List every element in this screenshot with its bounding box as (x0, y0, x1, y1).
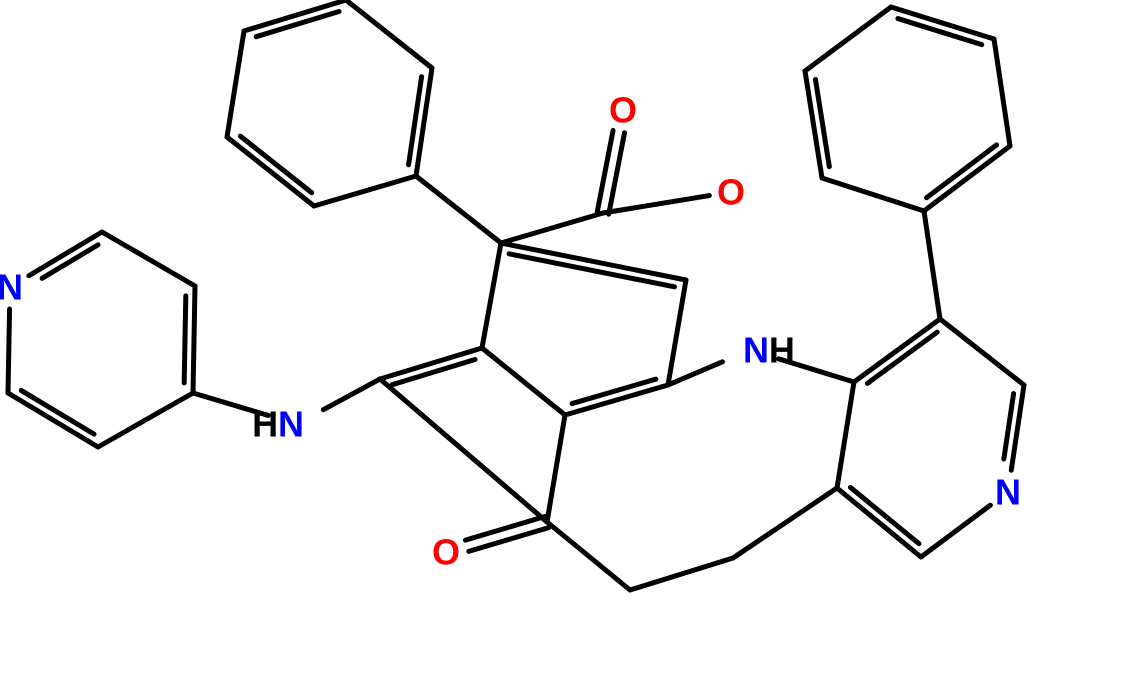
bond-line (733, 488, 837, 558)
bond-line (98, 393, 193, 447)
bond-line (924, 211, 940, 319)
bond-line (822, 178, 924, 211)
bond-line (482, 348, 565, 415)
amine-atom-label: NH (743, 330, 795, 371)
bond-line (29, 232, 102, 276)
bond-line (227, 137, 314, 206)
bond-line (240, 136, 311, 193)
molecule-diagram: OONHHNONN (0, 0, 1148, 680)
bond-line (227, 31, 244, 137)
bond-line (668, 362, 722, 385)
bond-line (994, 39, 1010, 146)
bond-line (837, 382, 854, 488)
bond-line (346, 0, 432, 68)
bond-line (380, 379, 547, 522)
bond-line (940, 319, 1024, 385)
nitrogen-atom-label: N (0, 267, 23, 308)
bond-line (465, 516, 545, 540)
bond-line (323, 379, 380, 410)
bond-line (867, 332, 937, 383)
bond-line (102, 232, 195, 286)
bond-line (805, 71, 822, 178)
bond-line (8, 309, 10, 393)
bond-line (547, 415, 565, 522)
bond-line (193, 286, 195, 393)
bond-line (8, 393, 98, 447)
bond-line (501, 213, 603, 243)
bond-line (482, 243, 501, 348)
bond-line (924, 146, 1010, 211)
bond-line (314, 176, 416, 206)
bond-line (603, 196, 709, 213)
bond-line (547, 522, 630, 590)
bond-line (854, 319, 940, 382)
bond-line (184, 296, 186, 383)
bond-line (805, 7, 891, 71)
nitrogen-char: N (743, 330, 769, 371)
amine-atom-label: HN (252, 404, 304, 445)
hydrogen-char: H (252, 404, 278, 445)
bond-line (850, 487, 919, 543)
bond-line (921, 505, 990, 557)
oxygen-atom-label: O (432, 532, 460, 573)
hydrogen-char: H (769, 330, 795, 371)
bond-line (630, 558, 733, 590)
oxygen-atom-label: O (717, 172, 745, 213)
bond-line (501, 243, 686, 280)
nitrogen-char: N (278, 404, 304, 445)
oxygen-atom-label: O (609, 90, 637, 131)
bond-line (837, 488, 921, 557)
bond-line (469, 528, 549, 552)
nitrogen-atom-label: N (995, 472, 1021, 513)
bond-line (668, 280, 686, 385)
bond-line (416, 176, 501, 243)
bond-line (927, 145, 997, 198)
bond-line (21, 390, 94, 434)
